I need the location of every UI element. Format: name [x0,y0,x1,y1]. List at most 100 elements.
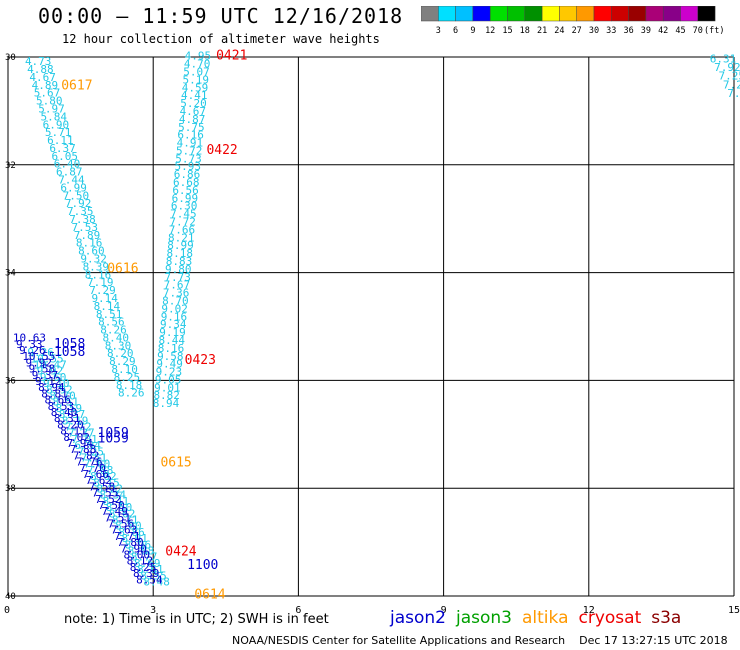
swh-value: 4.41 [181,89,208,102]
swh-value: 8.29 [109,355,135,368]
time-label: 0614 [194,588,225,603]
swh-value: 7.62 [86,474,113,487]
altika-track: 4.734.884.674.895.675.805.975.846.905.71… [25,55,145,400]
swh-value: 7.71 [114,530,141,543]
swh-value: 9.49 [156,358,183,371]
swh-value: 8.18 [116,379,143,392]
time-label: 0617 [61,78,92,93]
swh-value: 9.34 [160,318,187,331]
swh-value: 7.45 [170,208,197,221]
swh-value: 6.16 [177,129,204,142]
swh-value: 7.37 [68,427,95,440]
time-label: 0424 [165,545,196,560]
footer-credit: NOAA/NESDIS Center for Satellite Applica… [232,634,728,647]
swh-value: 8.60 [78,245,105,258]
swh-value: 7.01 [71,433,98,446]
swh-value: 7.51 [81,452,108,465]
legend-tick-label: 9 [470,26,475,36]
swh-value: 7.44 [58,174,85,187]
jason-track-a: 9.2610.5510.479.929.609.108.928.708.518.… [27,346,170,588]
cryosat-track: 4.954.705.075.194.594.415.204.674.875.75… [153,50,211,410]
swh-value: 10.55 [30,352,63,365]
swh-value: 5.07 [183,65,210,78]
swh-value: 8.25 [114,371,140,384]
satellite-legend-altika: altika [522,608,569,628]
y-tick-label: 30 [5,53,16,63]
swh-value: 8.12 [127,555,153,568]
swh-value: 8.94 [38,381,65,394]
legend-tick-label: 24 [554,26,564,36]
swh-value: 8.14 [94,300,121,313]
satellite-legend-s3a: s3a [651,608,682,628]
swh-value: 8.39 [133,567,160,580]
chart-subtitle: 12 hour collection of altimeter wave hei… [62,32,380,46]
swh-value: 7.94 [67,437,94,450]
color-legend: 3 6 9 12 15 18 21 24 27 30 33 36 39 42 45 70 (ft) [421,6,724,36]
swh-value: 8.69 [134,557,161,570]
footer-note: note: 1) Time is in UTC; 2) SWH is in fe… [64,612,329,627]
swh-value: 6.90 [43,118,70,131]
swh-value: 7.60 [84,458,111,471]
swh-value: 8.10 [111,363,138,376]
swh-value: 6.05 [52,150,79,163]
swh-value: 8.61 [137,563,164,576]
swh-value: 8.34 [99,489,126,502]
swh-value: 8.80 [115,520,142,533]
swh-value: 6.37 [49,142,76,155]
swh-value: 5.20 [180,97,207,110]
swh-value: 10.47 [34,359,67,372]
swh-value: 4.73 [25,55,52,68]
swh-value: 8.16 [76,237,103,250]
swh-value: 8.02 [90,470,117,483]
swh-value: 8.20 [107,347,134,360]
chart-title: 00:00 – 11:59 UTC 12/16/2018 [38,4,404,28]
swh-value: 9.92 [37,365,64,378]
swh-value: 8.81 [41,387,68,400]
swh-value: 9.32 [80,252,107,265]
swh-value: 9.12 [35,375,62,388]
swh-value: 7.73 [164,271,191,284]
legend-tick-label: 21 [537,26,547,36]
satellite-legend-cryosat: cryosat [578,608,642,628]
swh-value: 9.37 [32,369,59,382]
swh-value: 9.19 [159,326,186,339]
swh-value: 8.51 [96,308,123,321]
swh-value: 5.72 [176,144,203,157]
swh-value: 8.55 [140,569,167,582]
jason-track-b: 10.639.339.2610.559.929.589.379.128.948.… [13,332,163,587]
swh-value: 7.80 [117,536,144,549]
swh-value: 9.92 [25,356,51,369]
swh-value: 8.66 [44,394,71,407]
swh-value: 8.40 [103,331,130,344]
time-label: 0423 [185,353,216,368]
swh-value: 5.97 [38,102,65,115]
swh-value: 6.99 [172,192,199,205]
swh-value: 8.51 [52,396,79,409]
swh-value: 9.60 [40,371,67,384]
swh-value: 9.05 [155,373,182,386]
swh-value: 8.91 [121,532,148,545]
legend-tick-label: 27 [572,26,582,36]
swh-value: 10.55 [22,350,55,363]
y-tick-label: 40 [5,592,16,602]
legend-tick-label: 12 [485,26,495,36]
swh-value: 7.92 [714,61,740,74]
swh-value: 4.67 [180,105,207,118]
swh-value: 8.62 [109,507,136,520]
x-tick-label: 12 [583,605,595,616]
swh-value: 7.19 [87,276,114,289]
swh-value: 7.72 [65,421,92,434]
swh-value: 7.90 [120,542,146,555]
swh-value: 9.23 [156,366,183,379]
swh-value: 4.87 [179,113,206,126]
x-tick-label: 3 [150,605,156,616]
swh-value: 7.25 [78,445,105,458]
swh-value: 7.49 [101,505,128,518]
swh-value: 7.51 [104,511,131,524]
swh-value: 4.89 [32,79,59,92]
swh-value: 5.75 [178,121,205,134]
swh-value: 8.92 [46,383,72,396]
swh-value: 8.56 [98,316,125,329]
swh-value: 6.56 [172,184,199,197]
